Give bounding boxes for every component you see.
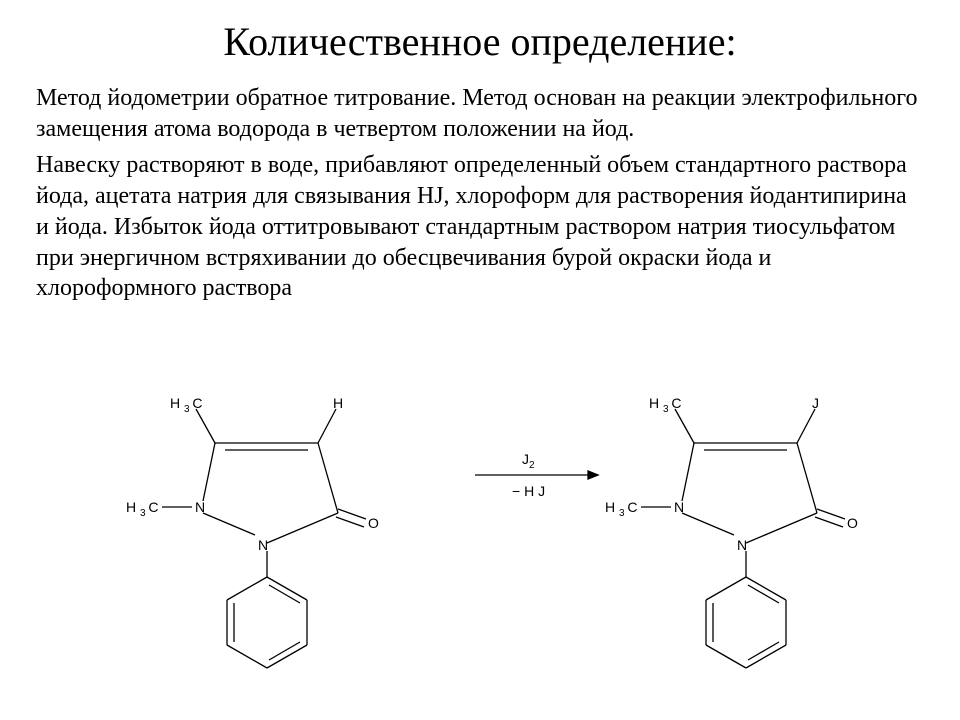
mol2-n2-sub: H 3 C (605, 499, 637, 519)
mol2-c3-sub: H 3 C (649, 395, 681, 415)
reaction-diagram: H 3 C H H 3 C N N O J2 − H J (0, 395, 960, 720)
mol2-o: O (847, 515, 858, 531)
molecule-right (0, 395, 960, 720)
page-title: Количественное определение: (0, 0, 960, 83)
mol2-c4-sub: J (812, 395, 819, 411)
mol2-n2: N (674, 499, 684, 515)
paragraph-2: Навеску растворяют в воде, прибавляют оп… (36, 150, 924, 304)
mol2-n1: N (737, 537, 747, 553)
paragraph-1: Метод йодометрии обратное титрование. Ме… (36, 83, 924, 144)
